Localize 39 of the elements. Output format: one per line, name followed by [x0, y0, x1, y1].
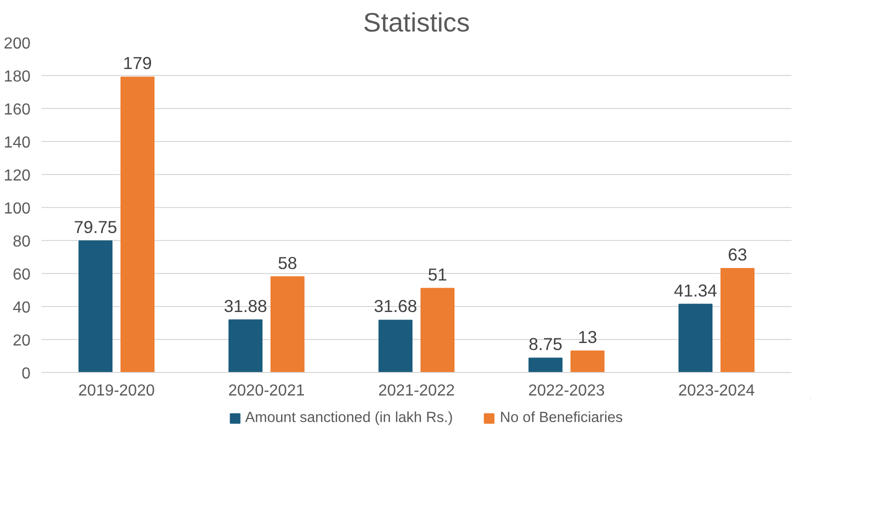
data-label: 63 [728, 244, 748, 265]
bar [528, 358, 562, 372]
chart-title: Statistics [363, 8, 470, 38]
y-tick-label: 40 [12, 300, 31, 316]
y-tick-label: 120 [4, 168, 31, 184]
x-tick-label: 2023-2024 [678, 382, 755, 400]
data-label: 8.75 [528, 334, 562, 354]
bar [678, 304, 712, 372]
y-tick-label: 180 [4, 68, 31, 86]
y-tick-label: 140 [4, 134, 31, 152]
data-label: 179 [123, 53, 152, 74]
data-label: 13 [578, 327, 598, 348]
y-tick-label: 200 [4, 36, 31, 52]
x-tick-label: 2022-2023 [528, 382, 605, 400]
data-label: 51 [428, 264, 448, 284]
bar [78, 240, 112, 372]
bar [570, 350, 604, 372]
data-label: 79.75 [74, 216, 118, 237]
y-tick-label: 100 [4, 200, 31, 218]
y-tick-label: 0 [22, 366, 31, 382]
x-tick-label: 2019-2020 [78, 382, 155, 400]
bar [228, 319, 262, 372]
data-label: 31.68 [374, 296, 418, 316]
y-tick-label: 20 [12, 332, 31, 350]
bar [270, 276, 304, 372]
bar [420, 288, 454, 372]
x-tick-label: 2021-2022 [378, 382, 455, 400]
y-tick-label: 60 [12, 266, 31, 284]
data-label: 41.34 [674, 280, 718, 300]
legend-label: Amount sanctioned (in lakh Rs.) [245, 410, 453, 426]
bar [378, 320, 412, 372]
data-label: 31.88 [224, 296, 268, 316]
x-tick-label: 2020-2021 [228, 382, 305, 400]
bar [120, 76, 154, 372]
data-label: 58 [278, 252, 298, 273]
y-tick-label: 80 [12, 234, 31, 250]
y-tick-label: 160 [4, 102, 31, 118]
bar [720, 268, 754, 372]
legend-label: No of Beneficiaries [500, 410, 623, 426]
